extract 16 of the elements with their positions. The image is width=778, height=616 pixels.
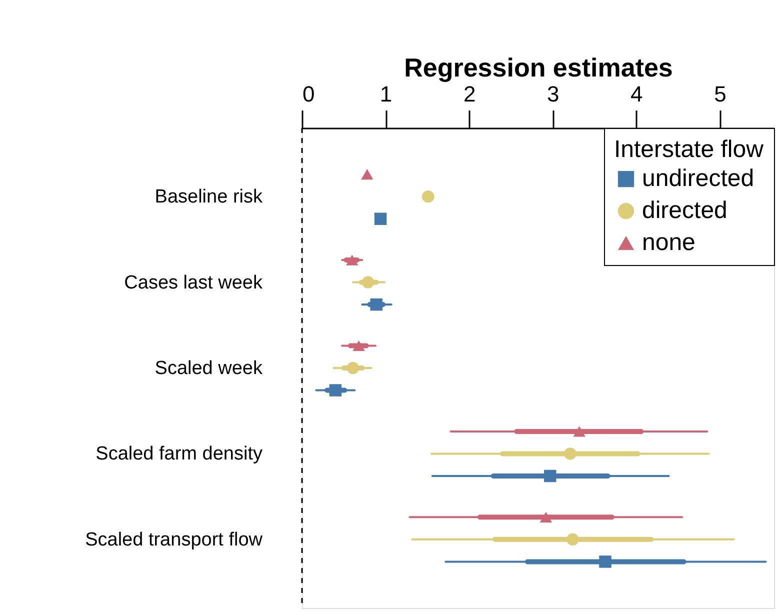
x-tick-label: 3	[546, 82, 560, 106]
y-tick-label: Scaled week	[154, 358, 263, 379]
x-tick-label: 4	[630, 82, 643, 106]
x-axis-title: Regression estimates	[404, 52, 673, 82]
legend-label: directed	[642, 197, 728, 224]
x-tick-label: 2	[463, 82, 476, 106]
y-tick-label: Cases last week	[124, 272, 263, 294]
x-tick-label: 0	[302, 82, 315, 106]
y-tick-label: Baseline risk	[154, 186, 263, 208]
y-tick-label: Scaled transport flow	[85, 529, 263, 550]
legend-title: Interstate flow	[614, 136, 764, 163]
legend-label: undirected	[642, 165, 754, 192]
x-tick-label: 5	[714, 82, 726, 106]
y-tick-label: Scaled farm density	[96, 444, 263, 465]
legend-label: none	[642, 229, 696, 256]
x-tick-label: 1	[380, 82, 392, 106]
